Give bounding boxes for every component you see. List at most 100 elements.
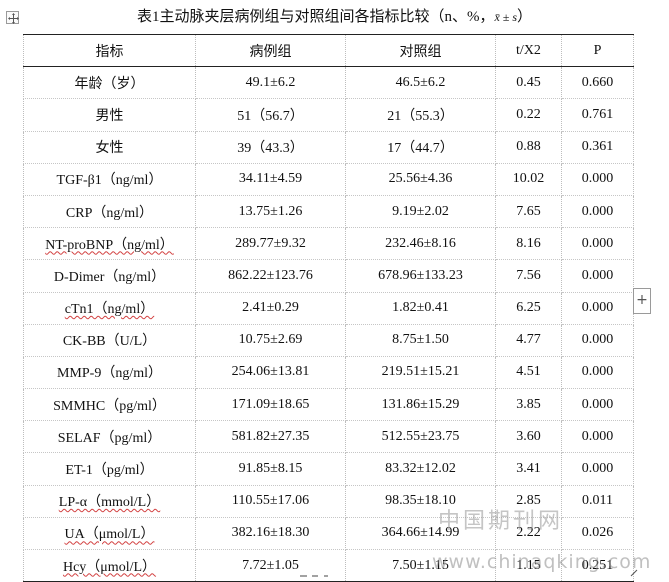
table-row: cTn1（ng/ml） 2.41±0.29 1.82±0.41 6.25 0.000 — [23, 292, 634, 325]
caption-close: ） — [517, 9, 533, 25]
table-row: ET-1（pg/ml） 91.85±8.15 83.32±12.02 3.41 0.00… — [23, 452, 634, 486]
cell-statistic: 6.25 — [495, 292, 562, 325]
cell-p-value: 0.761 — [561, 98, 634, 132]
cell-statistic: 0.22 — [495, 98, 562, 132]
cell-case-value: 581.82±27.35 — [195, 420, 346, 454]
cell-indicator: cTn1（ng/ml） — [23, 292, 196, 325]
table-row: MMP-9（ng/ml） 254.06±13.81 219.51±15.21 4.51… — [23, 356, 634, 390]
cell-case-value: 13.75±1.26 — [195, 195, 346, 229]
watermark-url: www.chinaqking.com — [432, 551, 652, 573]
cell-indicator: TGF-β1（ng/ml） — [23, 163, 196, 196]
table-row: D-Dimer（ng/ml） 862.22±123.76 678.96±133.23… — [23, 259, 634, 293]
cell-statistic: 2.85 — [495, 485, 562, 518]
cell-case-value: 34.11±4.59 — [195, 163, 346, 196]
comparison-table-container: 指标 病例组 对照组 t/X2 P 年龄（岁） 49.1±6.2 46.5±6.2 0… — [23, 33, 634, 582]
page-corner-mark — [630, 569, 638, 577]
cell-indicator: UA（μmol/L） — [23, 517, 196, 551]
header-statistic: t/X2 — [495, 33, 562, 68]
table-row: CRP（ng/ml） 13.75±1.26 9.19±2.02 7.65 0.000 — [23, 195, 634, 229]
cell-statistic: 3.60 — [495, 420, 562, 454]
cell-control-value: 46.5±6.2 — [345, 66, 496, 100]
cell-control-value: 8.75±1.50 — [345, 324, 496, 357]
cell-p-value: 0.660 — [561, 66, 634, 100]
table-row: NT-proBNP（ng/ml） 289.77±9.32 232.46±8.16 8.… — [23, 227, 634, 261]
cell-p-value: 0.000 — [561, 259, 634, 293]
cell-p-value: 0.011 — [561, 485, 634, 518]
page-fragment-mark — [300, 575, 328, 577]
cell-statistic: 0.45 — [495, 66, 562, 100]
table-row: SELAF（pg/ml） 581.82±27.35 512.55±23.75 3.60… — [23, 420, 634, 454]
cell-p-value: 0.000 — [561, 195, 634, 229]
cell-indicator: SELAF（pg/ml） — [23, 420, 196, 454]
table-row: UA（μmol/L） 382.16±18.30 364.66±14.99 2.22 0.… — [23, 517, 634, 551]
cell-statistic: 7.56 — [495, 259, 562, 293]
cell-statistic: 4.77 — [495, 324, 562, 357]
table-row: TGF-β1（ng/ml） 34.11±4.59 25.56±4.36 10.02 0.… — [23, 163, 634, 196]
cell-indicator: 年龄（岁） — [23, 66, 196, 100]
caption-text: 表1主动脉夹层病例组与对照组间各指标比较（n、%， — [136, 9, 495, 25]
cell-indicator: ET-1（pg/ml） — [23, 452, 196, 486]
cell-indicator: MMP-9（ng/ml） — [23, 356, 196, 390]
cell-control-value: 25.56±4.36 — [345, 163, 496, 196]
cell-case-value: 171.09±18.65 — [195, 388, 346, 422]
cell-indicator: LP-α（mmol/L） — [23, 485, 196, 518]
cell-indicator: NT-proBNP（ng/ml） — [23, 227, 196, 261]
cell-case-value: 91.85±8.15 — [195, 452, 346, 486]
cell-indicator: 男性 — [23, 98, 196, 132]
cell-statistic: 10.02 — [495, 163, 562, 196]
cell-control-value: 232.46±8.16 — [345, 227, 496, 261]
watermark-site-name: 中国期刊网 — [438, 509, 564, 534]
cell-case-value: 49.1±6.2 — [195, 66, 346, 100]
cell-control-value: 512.55±23.75 — [345, 420, 496, 454]
header-control-group: 对照组 — [345, 33, 496, 68]
comparison-table: 指标 病例组 对照组 t/X2 P 年龄（岁） 49.1±6.2 46.5±6.2 0… — [23, 33, 634, 582]
caption-formula: x̄ ± s — [494, 10, 518, 24]
cell-indicator: D-Dimer（ng/ml） — [23, 259, 196, 293]
cell-case-value: 110.55±17.06 — [195, 485, 346, 518]
cell-control-value: 131.86±15.29 — [345, 388, 496, 422]
cell-case-value: 382.16±18.30 — [195, 517, 346, 551]
cell-control-value: 9.19±2.02 — [345, 195, 496, 229]
cell-indicator: 女性 — [23, 131, 196, 164]
cell-control-value: 98.35±18.10 — [345, 485, 496, 518]
cell-p-value: 0.000 — [561, 324, 634, 357]
cell-p-value: 0.000 — [561, 163, 634, 196]
cell-case-value: 10.75±2.69 — [195, 324, 346, 357]
table-header-row: 指标 病例组 对照组 t/X2 P — [23, 33, 634, 68]
cell-statistic: 0.88 — [495, 131, 562, 164]
table-row: 年龄（岁） 49.1±6.2 46.5±6.2 0.45 0.660 — [23, 66, 634, 100]
table-row: LP-α（mmol/L） 110.55±17.06 98.35±18.10 2.85 0… — [23, 485, 634, 518]
cell-case-value: 2.41±0.29 — [195, 292, 346, 325]
cell-case-value: 39（43.3） — [195, 131, 346, 164]
move-arrows-icon — [8, 13, 19, 24]
cell-control-value: 17（44.7） — [345, 131, 496, 164]
cell-statistic: 3.85 — [495, 388, 562, 422]
cell-indicator: CRP（ng/ml） — [23, 195, 196, 229]
cell-control-value: 83.32±12.02 — [345, 452, 496, 486]
cell-case-value: 289.77±9.32 — [195, 227, 346, 261]
header-case-group: 病例组 — [195, 33, 346, 68]
cell-statistic: 4.51 — [495, 356, 562, 390]
table-row: 女性 39（43.3） 17（44.7） 0.88 0.361 — [23, 131, 634, 164]
table-row: SMMHC（pg/ml） 171.09±18.65 131.86±15.29 3.85… — [23, 388, 634, 422]
cell-control-value: 678.96±133.23 — [345, 259, 496, 293]
cell-p-value: 0.026 — [561, 517, 634, 551]
cell-p-value: 0.000 — [561, 356, 634, 390]
cell-case-value: 254.06±13.81 — [195, 356, 346, 390]
cell-p-value: 0.000 — [561, 292, 634, 325]
header-indicator: 指标 — [23, 33, 196, 68]
cell-case-value: 862.22±123.76 — [195, 259, 346, 293]
cell-case-value: 51（56.7） — [195, 98, 346, 132]
table-row: 男性 51（56.7） 21（55.3） 0.22 0.761 — [23, 98, 634, 132]
cell-p-value: 0.000 — [561, 227, 634, 261]
cell-statistic: 3.41 — [495, 452, 562, 486]
cell-statistic: 7.65 — [495, 195, 562, 229]
table-row: CK-BB（U/L） 10.75±2.69 8.75±1.50 4.77 0.000 — [23, 324, 634, 357]
table-caption: 表1主动脉夹层病例组与对照组间各指标比较（n、%，x̄ ± s） — [0, 4, 669, 30]
add-column-button[interactable]: + — [633, 288, 651, 314]
cell-p-value: 0.000 — [561, 388, 634, 422]
cell-indicator: SMMHC（pg/ml） — [23, 388, 196, 422]
cell-statistic: 8.16 — [495, 227, 562, 261]
table-move-handle[interactable] — [6, 11, 19, 24]
cell-control-value: 21（55.3） — [345, 98, 496, 132]
